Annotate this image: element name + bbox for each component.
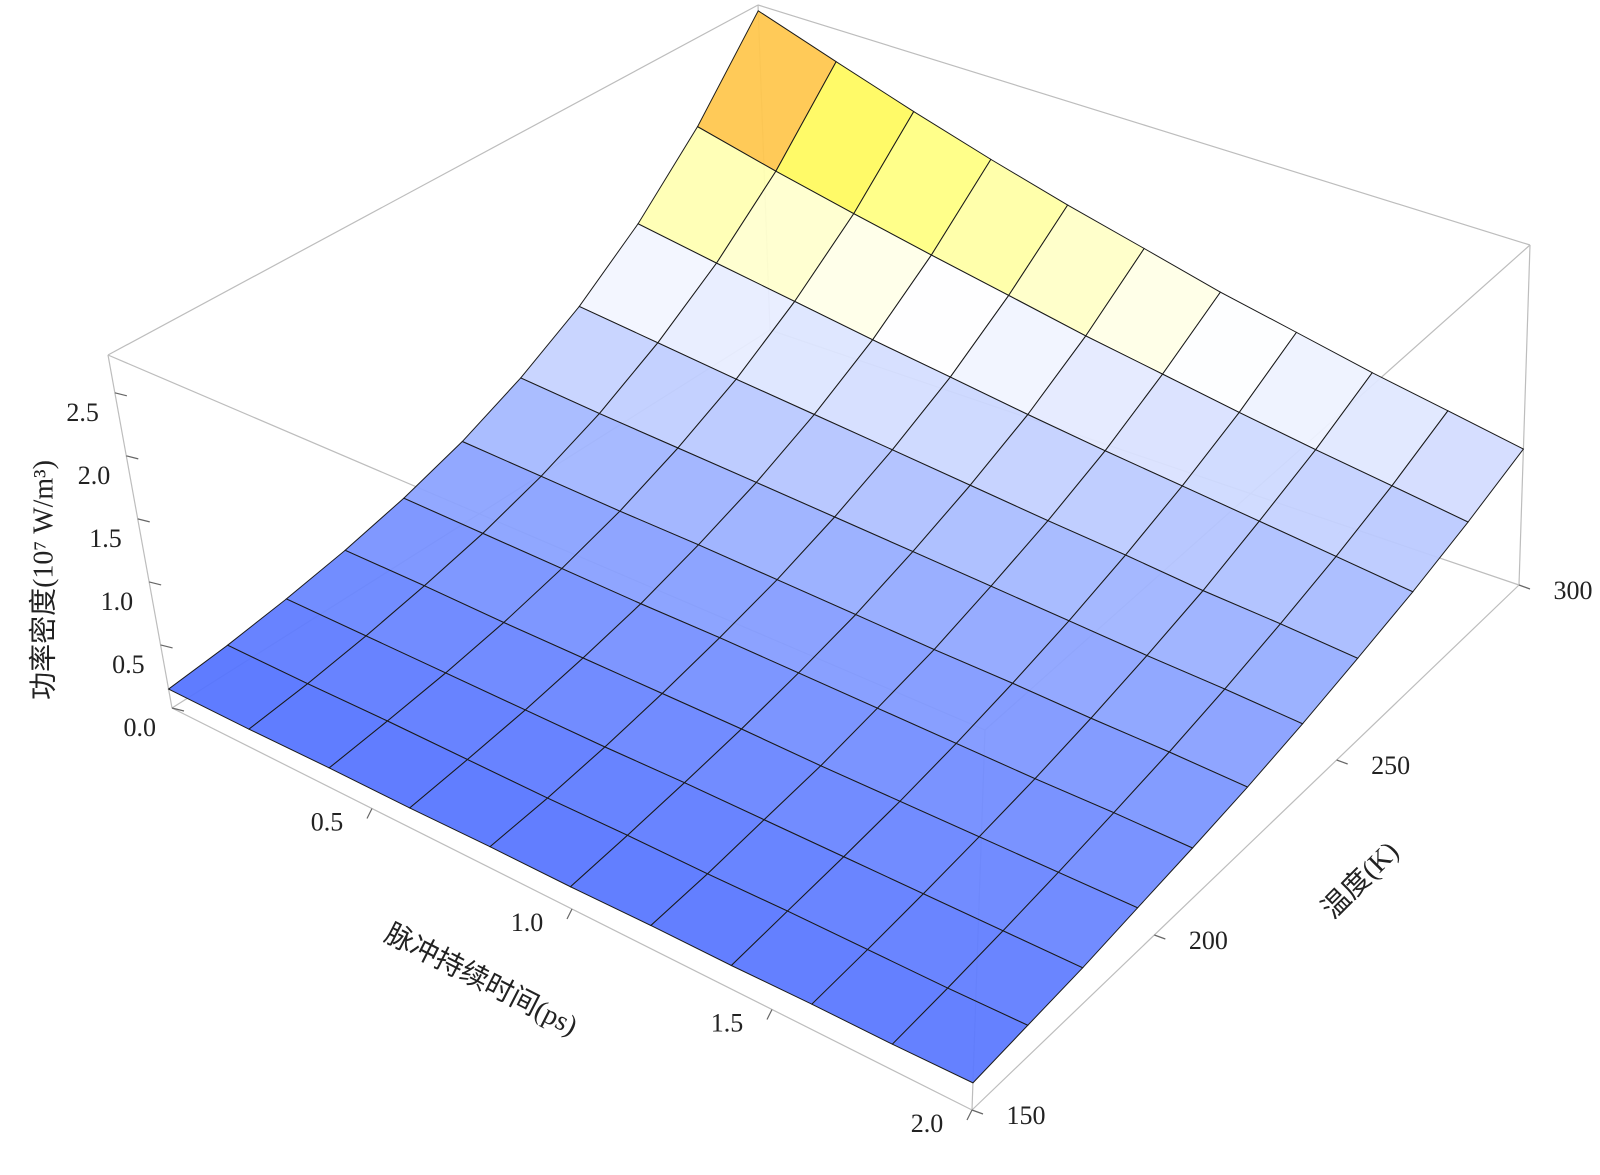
- x-tick: [766, 1009, 773, 1020]
- x-tick-label: 2.0: [911, 1109, 944, 1138]
- box-edge: [757, 4, 1531, 246]
- y-tick-label: 250: [1371, 751, 1410, 780]
- y-tick: [1336, 759, 1348, 765]
- z-tick-label: 2.0: [78, 461, 111, 490]
- z-tick: [160, 644, 173, 649]
- x-tick-label: 1.0: [511, 908, 544, 937]
- y-axis-label: 温度(K): [1315, 835, 1405, 925]
- box-edge: [971, 584, 1520, 1111]
- z-tick-label: 2.5: [66, 398, 99, 427]
- x-tick-label: 0.5: [311, 807, 344, 836]
- axes: 0.0 0.5 1.0 1.5 2.0 2.5 0.5 1.0 1.5 2.0 150 200 250 3…: [66, 392, 1593, 1138]
- y-tick-label: 200: [1189, 926, 1228, 955]
- y-tick: [1518, 584, 1531, 590]
- x-tick-label: 1.5: [711, 1008, 744, 1037]
- y-tick-label: 150: [1007, 1101, 1046, 1130]
- surface-cell: [891, 987, 1029, 1084]
- surface: [167, 10, 1525, 1084]
- x-tick: [966, 1109, 973, 1121]
- box-edge: [1518, 244, 1531, 586]
- y-tick: [1154, 934, 1166, 940]
- z-tick: [137, 518, 150, 523]
- x-tick: [566, 908, 573, 920]
- z-axis-label: 功率密度(10⁷ W/m³): [27, 460, 59, 700]
- z-tick: [126, 455, 139, 460]
- z-tick: [114, 392, 128, 397]
- z-tick: [148, 581, 162, 586]
- box-edge: [107, 354, 173, 709]
- y-tick: [971, 1109, 984, 1115]
- z-tick-label: 1.5: [89, 524, 122, 553]
- z-tick-label: 0.5: [112, 650, 145, 679]
- x-axis-label: 脉冲持续时间(ps): [380, 917, 583, 1042]
- box-edge: [107, 4, 759, 356]
- z-tick-label: 0.0: [124, 713, 157, 742]
- x-tick: [366, 808, 373, 819]
- z-tick: [171, 707, 185, 712]
- z-tick-label: 1.0: [101, 587, 134, 616]
- y-tick-label: 300: [1554, 576, 1593, 605]
